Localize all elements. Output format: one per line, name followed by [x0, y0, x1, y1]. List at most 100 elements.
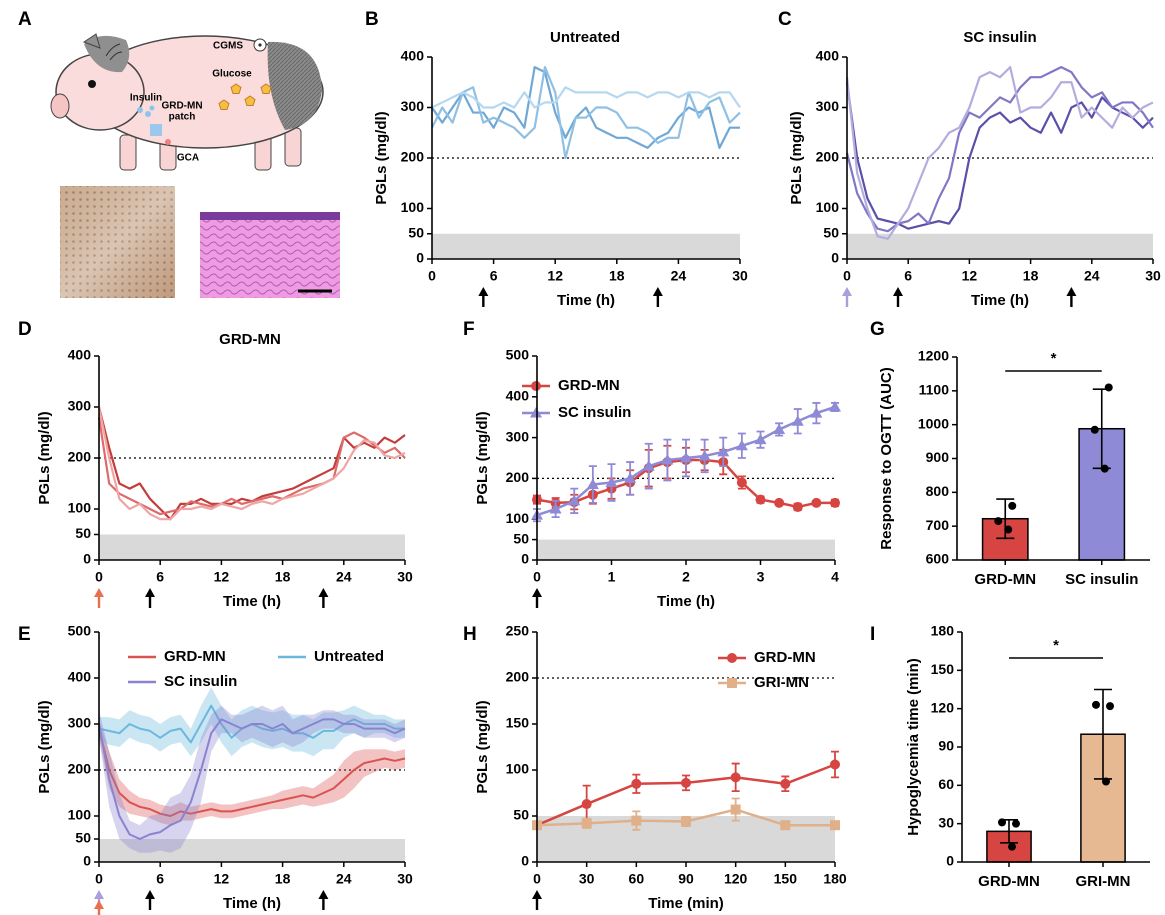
x-tick-label: 12 — [547, 268, 563, 284]
histology-epidermis — [200, 212, 340, 220]
x-tick-label: 6 — [490, 268, 498, 284]
hypoglycemia-band — [432, 233, 740, 259]
x-axis-label: Time (h) — [223, 895, 281, 912]
marker — [773, 423, 786, 434]
legend-marker — [531, 381, 541, 391]
series-line — [98, 728, 406, 817]
y-axis-label: PGLs (mg/dl) — [36, 700, 53, 793]
marker — [581, 818, 592, 829]
error-band — [99, 719, 405, 826]
y-tick-label: 120 — [931, 699, 955, 715]
series-line — [845, 66, 1154, 240]
x-tick-label: 0 — [843, 268, 851, 284]
y-axis-label: Hypoglycemia time (min) — [905, 658, 922, 836]
meal-arrow — [893, 287, 903, 307]
error-band — [99, 687, 405, 757]
marker — [730, 772, 741, 783]
x-tick-label: 3 — [757, 569, 765, 585]
glucose-icons — [218, 83, 272, 110]
y-tick-label: 300 — [816, 98, 840, 114]
marker — [735, 439, 748, 451]
x-tick-label: 6 — [904, 268, 912, 284]
meal-arrow — [652, 287, 663, 307]
y-axis-label: PGLs (mg/dl) — [474, 700, 491, 793]
panel-letter: A — [18, 9, 32, 30]
marker — [581, 799, 592, 810]
x-tick-label: 6 — [156, 569, 164, 585]
x-tick-label: 24 — [1084, 268, 1100, 284]
chart-title: Untreated — [550, 29, 620, 46]
legend-marker — [727, 653, 737, 663]
x-tick-label: 150 — [774, 871, 798, 887]
x-tick-label: 30 — [1145, 268, 1161, 284]
x-tick-label: 30 — [732, 268, 748, 284]
y-tick-label: 300 — [68, 715, 92, 731]
y-tick-label: 0 — [416, 250, 424, 266]
legend-label: SC insulin — [558, 404, 631, 421]
data-point — [1008, 842, 1016, 851]
data-point — [1004, 525, 1013, 534]
y-tick-label: 150 — [506, 715, 530, 731]
x-tick-label: GRD-MN — [974, 571, 1036, 588]
x-tick-label: 0 — [428, 268, 436, 284]
meal-arrow — [478, 287, 489, 307]
marker — [830, 759, 840, 770]
pig-leg — [284, 127, 302, 167]
marker — [661, 454, 674, 465]
marker — [681, 777, 691, 788]
y-tick-label: 0 — [83, 551, 91, 567]
y-tick-label: 30 — [938, 814, 954, 830]
series-line — [97, 406, 406, 521]
x-tick-label: 12 — [214, 569, 230, 585]
y-tick-label: 300 — [401, 98, 425, 114]
x-tick-label: 30 — [579, 871, 595, 887]
data-point — [1106, 702, 1114, 711]
y-tick-label: 50 — [513, 530, 529, 546]
y-tick-label: 0 — [946, 853, 954, 869]
hypoglycemia-band — [537, 539, 835, 560]
y-axis-label: PGLs (mg/dl) — [788, 111, 805, 204]
marker — [586, 478, 599, 490]
y-tick-label: 1000 — [918, 415, 949, 431]
y-tick-label: 200 — [401, 149, 425, 165]
glucose-label: Glucose — [212, 69, 252, 80]
y-tick-label: 300 — [506, 428, 530, 444]
y-tick-label: 180 — [931, 623, 955, 639]
y-tick-label: 50 — [823, 224, 839, 240]
x-tick-label: 12 — [962, 268, 978, 284]
x-tick-label: 18 — [609, 268, 625, 284]
data-point — [994, 517, 1003, 526]
y-tick-label: 50 — [75, 525, 91, 541]
cgms-dot — [258, 43, 262, 47]
x-axis-label: Time (h) — [971, 292, 1029, 309]
legend-label: Untreated — [314, 648, 384, 665]
meal-arrow — [318, 588, 329, 608]
y-tick-label: 900 — [926, 449, 950, 465]
panel-letter: E — [18, 624, 31, 645]
series-line — [845, 66, 1154, 233]
y-tick-label: 100 — [506, 510, 530, 526]
marker — [680, 452, 692, 463]
patch-label: patch — [169, 112, 196, 123]
y-tick-label: 100 — [401, 199, 425, 215]
x-tick-label: 12 — [214, 871, 230, 887]
x-tick-label: SC insulin — [1065, 571, 1138, 588]
meal-arrow — [94, 588, 104, 608]
hypoglycemia-band — [99, 839, 405, 862]
marker — [829, 401, 841, 412]
marker — [774, 497, 785, 508]
series-line — [845, 82, 1154, 230]
marker — [730, 804, 741, 815]
y-tick-label: 400 — [68, 347, 92, 363]
legend-marker — [530, 407, 542, 418]
legend-label: GRD-MN — [558, 377, 620, 394]
x-tick-label: 0 — [95, 569, 103, 585]
data-point — [1008, 501, 1017, 510]
meal-arrow — [532, 588, 542, 608]
marker — [631, 778, 642, 789]
panel-letter: G — [870, 319, 885, 340]
panel-letter: F — [463, 319, 475, 340]
y-tick-label: 200 — [68, 449, 92, 465]
y-tick-label: 200 — [506, 669, 530, 685]
y-tick-label: 500 — [506, 347, 530, 363]
